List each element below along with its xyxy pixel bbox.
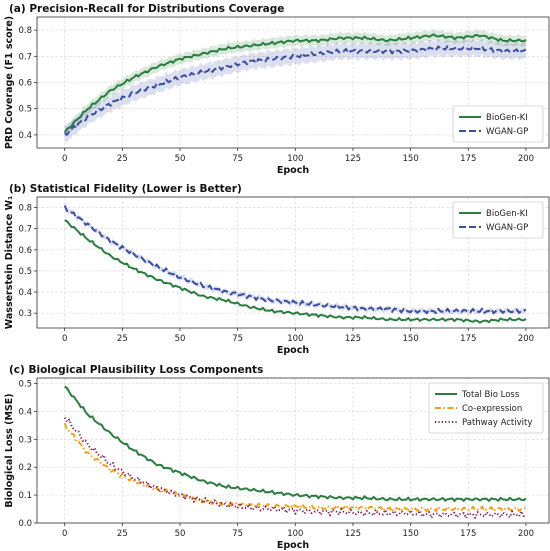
- legend-box: [428, 382, 544, 434]
- y-tick-label: 0.7: [18, 225, 32, 235]
- chart-title: (b) Statistical Fidelity (Lower is Bette…: [9, 183, 242, 195]
- x-tick-label: 75: [232, 529, 243, 539]
- x-axis-label: Epoch: [277, 540, 309, 551]
- x-tick-label: 50: [175, 529, 186, 539]
- axes-frame: [36, 196, 550, 329]
- y-tick-label: 0.5: [18, 105, 32, 115]
- y-tick-label: 0.8: [18, 26, 32, 36]
- legend-box: [452, 201, 544, 239]
- legend-label: BioGen-KI: [486, 209, 528, 219]
- legend-label: WGAN-GP: [486, 223, 528, 233]
- x-tick-label: 175: [460, 154, 476, 164]
- y-axis-label: PRD Coverage (F1 score): [4, 16, 15, 149]
- y-axis-label: Biological Loss (MSE): [4, 393, 15, 507]
- x-tick-label: 200: [518, 529, 534, 539]
- series-line-wgan-gp: [63, 205, 527, 315]
- series-line-total-bio-loss: [64, 385, 527, 502]
- y-tick-label: 0.5: [18, 267, 32, 277]
- chart-panel-0: 0 25 50 75 100 125 150 175 200 0.4 0.5 0.6 0.7 0.8 (a)…: [4, 3, 550, 176]
- x-tick-label: 50: [175, 334, 186, 344]
- x-tick-label: 0: [62, 154, 67, 164]
- y-tick-label: 0.4: [18, 131, 32, 141]
- y-tick-label: 0.6: [18, 79, 32, 89]
- legend: BioGen-KI WGAN-GP: [452, 201, 544, 239]
- x-tick-label: 100: [287, 529, 303, 539]
- x-tick-label: 175: [460, 529, 476, 539]
- series-band-biogen-ki: [64, 29, 526, 138]
- x-tick-label: 75: [232, 334, 243, 344]
- x-axis-label: Epoch: [277, 345, 309, 356]
- legend-label: Pathway Activity: [462, 418, 532, 428]
- x-tick-label: 125: [345, 154, 361, 164]
- x-tick-label: 200: [518, 154, 534, 164]
- x-tick-label: 25: [117, 154, 128, 164]
- series-line-pathway-activity: [63, 417, 527, 520]
- y-tick-label: 0.0: [18, 519, 32, 529]
- y-tick-label: 0.7: [18, 52, 32, 62]
- y-tick-label: 0.8: [18, 204, 32, 214]
- x-tick-label: 100: [287, 154, 303, 164]
- x-tick-label: 150: [403, 334, 419, 344]
- x-tick-label: 150: [403, 529, 419, 539]
- chart-title: (c) Biological Plausibility Loss Compone…: [9, 364, 263, 376]
- legend-label: BioGen-KI: [486, 113, 528, 123]
- y-tick-label: 0.2: [18, 463, 32, 473]
- x-tick-label: 150: [403, 154, 419, 164]
- series-line-co-expression: [63, 422, 527, 513]
- x-tick-label: 0: [62, 334, 67, 344]
- x-tick-label: 25: [117, 529, 128, 539]
- x-tick-label: 0: [62, 529, 67, 539]
- axes-frame: [36, 377, 550, 524]
- y-tick-label: 0.5: [18, 380, 32, 390]
- y-tick-label: 0.4: [18, 407, 32, 417]
- x-tick-label: 75: [232, 154, 243, 164]
- y-tick-label: 0.3: [18, 309, 32, 319]
- legend: Total Bio Loss Co-expression Pathway Activ…: [428, 382, 544, 434]
- y-tick-label: 0.6: [18, 246, 32, 256]
- plot-area: [63, 203, 527, 324]
- series-line-biogen-ki: [64, 219, 527, 324]
- x-tick-label: 125: [345, 334, 361, 344]
- legend-box: [452, 105, 544, 143]
- plot-area: [63, 29, 527, 143]
- y-axis-label: Wasserstein Distance W₁: [4, 196, 15, 330]
- legend-label: WGAN-GP: [486, 127, 528, 137]
- y-tick-label: 0.1: [18, 491, 32, 501]
- chart-title: (a) Precision-Recall for Distributions C…: [9, 3, 284, 15]
- y-tick-label: 0.4: [18, 288, 32, 298]
- x-tick-label: 200: [518, 334, 534, 344]
- legend-label: Total Bio Loss: [461, 390, 520, 400]
- plot-area: [63, 385, 527, 520]
- chart-panel-1: 0 25 50 75 100 125 150 175 200 0.3 0.4 0.5 0.6 0.7 0.8…: [4, 183, 550, 356]
- x-tick-label: 25: [117, 334, 128, 344]
- chart-panel-2: 0 25 50 75 100 125 150 175 200 0.0 0.1 0.2 0.3 0.4 0.5…: [4, 364, 550, 551]
- x-tick-label: 125: [345, 529, 361, 539]
- y-tick-label: 0.3: [18, 435, 32, 445]
- x-axis-label: Epoch: [277, 165, 309, 176]
- x-tick-label: 100: [287, 334, 303, 344]
- legend: BioGen-KI WGAN-GP: [452, 105, 544, 143]
- series-line-biogen-ki: [63, 33, 527, 133]
- x-tick-label: 175: [460, 334, 476, 344]
- x-tick-label: 50: [175, 154, 186, 164]
- legend-label: Co-expression: [462, 404, 522, 414]
